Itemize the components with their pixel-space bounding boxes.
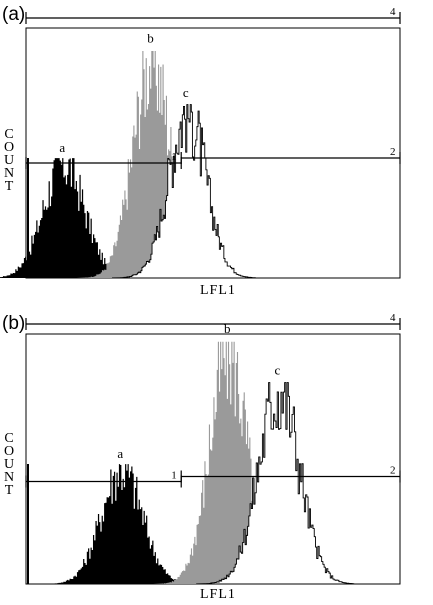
gate-label-4: 4: [390, 312, 396, 324]
histogram-a-a: [0, 158, 139, 278]
panel-b-label: (b): [2, 313, 26, 334]
series-label-b-b: b: [224, 321, 231, 336]
gate-label-1: 1: [171, 470, 177, 482]
histogram-a-b: [39, 464, 197, 584]
series-label-c-b: c: [274, 363, 280, 378]
histogram-b-b: [153, 341, 297, 584]
panel-a-x-axis-label: LFL1: [200, 283, 236, 298]
histogram-c-a: [112, 104, 256, 279]
series-label-a-b: a: [117, 446, 123, 461]
histogram-c-b: [196, 382, 355, 585]
panel-a-label: (a): [2, 4, 26, 25]
gate-label-2: 2: [390, 146, 396, 158]
gate-label-4: 4: [390, 6, 396, 18]
series-label-c-a: c: [183, 85, 189, 100]
gate-label-1: 1: [171, 151, 177, 163]
panel-b-x-axis-label: LFL1: [200, 587, 236, 602]
series-label-a-a: a: [59, 140, 65, 155]
histogram-b-a: [76, 51, 220, 278]
gate-label-2: 2: [390, 465, 396, 477]
series-label-b-a: b: [147, 31, 154, 46]
